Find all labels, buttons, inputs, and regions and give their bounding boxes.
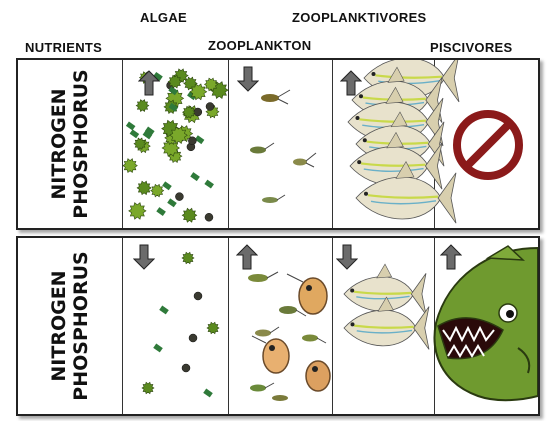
bottom-panel-art [141, 245, 538, 402]
no-symbol-icon [453, 110, 523, 180]
header-algae: ALGAE [140, 10, 187, 25]
arrow-up-icon-piscivores [440, 244, 462, 270]
daphnia-group [248, 271, 331, 401]
header-piscivores: PISCIVORES [430, 40, 513, 55]
minnow-pair [343, 263, 430, 350]
arrow-down-icon-zooplankton [237, 66, 259, 92]
zooplankton-group [250, 89, 317, 203]
header-nutrients: NUTRIENTS [25, 40, 103, 55]
top-panel: NITROGEN PHOSPHORUS [16, 58, 540, 230]
minnow-school [347, 60, 460, 224]
arrow-up-icon-zooplanktivores [340, 70, 362, 96]
arrow-down-icon-algae [133, 244, 155, 270]
bass-fish-icon [433, 245, 538, 402]
header-zooplankton: ZOOPLANKTON [208, 38, 312, 53]
arrow-up-icon-zooplankton [236, 244, 258, 270]
algae-cluster-dense [122, 68, 229, 223]
bottom-panel: NITROGEN PHOSPHORUS [16, 236, 540, 416]
algae-cluster-sparse [141, 251, 220, 398]
header-zooplanktivores: ZOOPLANKTIVORES [292, 10, 427, 25]
arrow-down-icon-zooplanktivores [336, 244, 358, 270]
arrow-up-icon-algae [138, 70, 160, 96]
top-panel-art [122, 60, 523, 224]
